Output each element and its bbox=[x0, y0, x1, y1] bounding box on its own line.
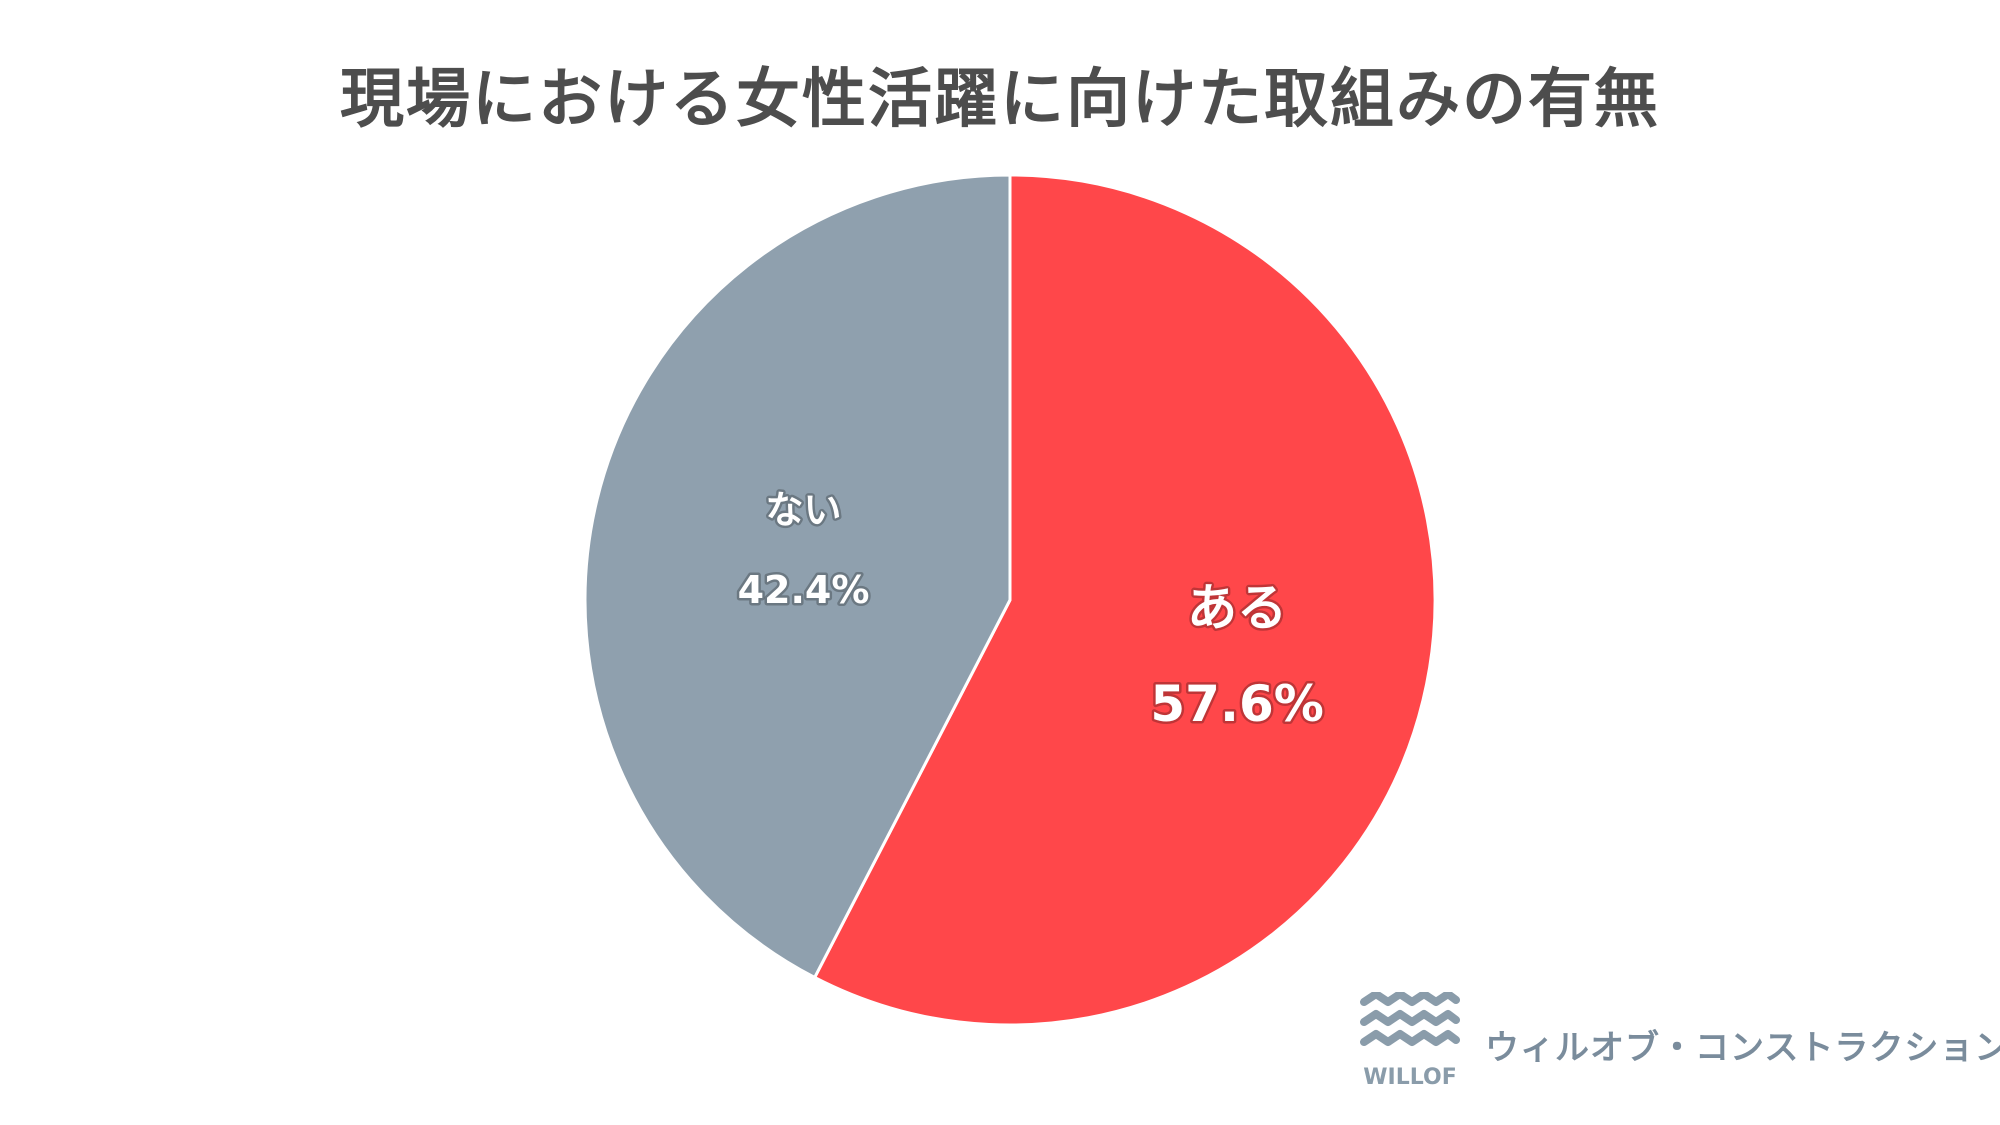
slice-category-label: ある bbox=[1187, 579, 1287, 637]
pie-slice-aru bbox=[812, 173, 1437, 1027]
chart-title: 現場における女性活躍に向けた取組みの有無 bbox=[340, 63, 1660, 137]
willof-logo: WILLOF bbox=[1360, 992, 1460, 1090]
pie-slice-nai bbox=[583, 173, 1012, 980]
slice-category-label: ない bbox=[766, 488, 842, 532]
brand-area: WILLOF ウィルオブ・コンストラクション bbox=[1360, 992, 2000, 1092]
brand-name: ウィルオブ・コンストラクション bbox=[1485, 1028, 2000, 1068]
slice-value-label: 42.4% bbox=[738, 568, 870, 612]
logo-text: WILLOF bbox=[1363, 1065, 1456, 1090]
slice-value-label: 57.6% bbox=[1150, 675, 1323, 733]
